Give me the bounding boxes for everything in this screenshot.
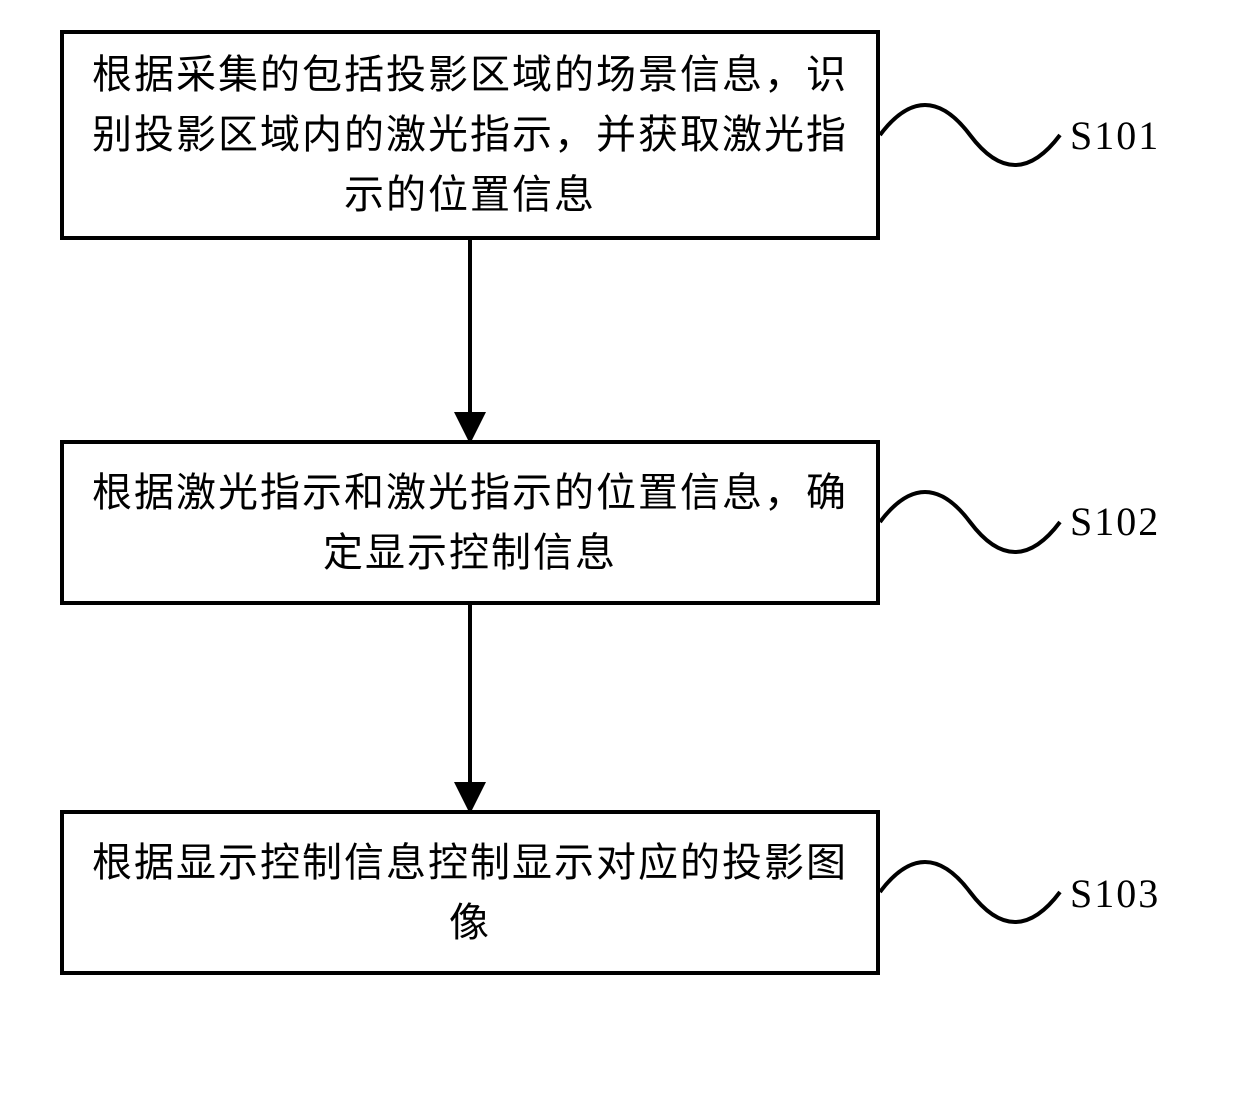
flowchart-canvas: 根据采集的包括投影区域的场景信息，识别投影区域内的激光指示，并获取激光指示的位置… [0, 0, 1238, 1115]
step-label-s102: S102 [1070, 498, 1160, 545]
step-label-s101: S101 [1070, 112, 1160, 159]
wave-s103 [0, 0, 1238, 1115]
step-label-s103: S103 [1070, 870, 1160, 917]
